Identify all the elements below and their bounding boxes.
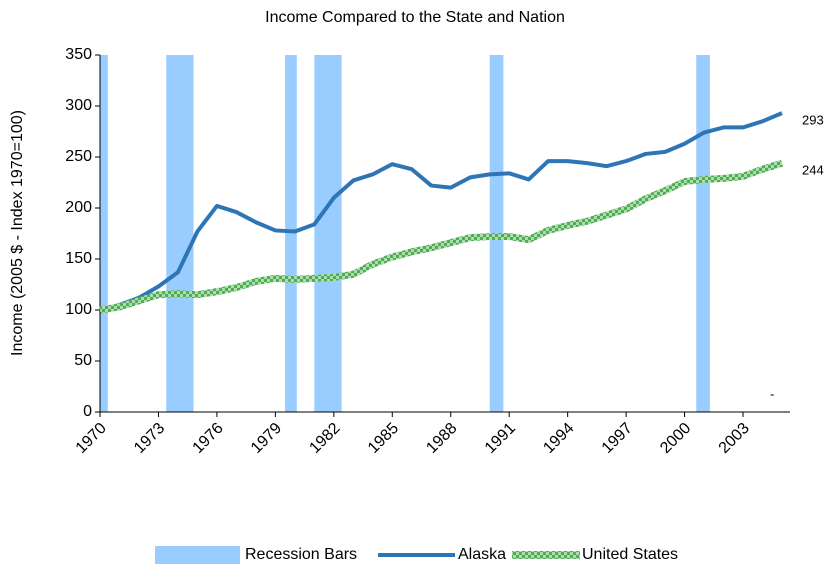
y-tick-label: 350 (65, 46, 92, 63)
y-tick-label: 150 (65, 250, 92, 267)
recession-bar (696, 55, 710, 412)
y-tick-label: 100 (65, 301, 92, 318)
x-tick-label: 1997 (599, 420, 636, 457)
chart-title: Income Compared to the State and Nation (265, 9, 565, 26)
line-series (99, 159, 784, 314)
recession-bar (166, 55, 194, 412)
x-tick-label: 1991 (482, 420, 519, 457)
x-tick-label: 1970 (73, 420, 110, 457)
legend-swatch (512, 551, 580, 559)
x-tick-label: 1979 (248, 420, 285, 457)
y-tick-label: 50 (74, 352, 92, 369)
end-label: 293 (802, 113, 824, 128)
x-tick-label: 2003 (716, 420, 753, 457)
y-axis-label: Income (2005 $ - Index 1970=100) (9, 110, 26, 356)
x-tick-label: 1982 (306, 420, 343, 457)
legend-label: Alaska (458, 546, 506, 563)
recession-bar (285, 55, 297, 412)
y-tick-label: 300 (65, 97, 92, 114)
x-tick-label: 1976 (190, 420, 227, 457)
y-tick-label: 250 (65, 148, 92, 165)
x-tick-label: 1994 (540, 420, 577, 457)
legend-label: Recession Bars (245, 546, 357, 563)
recession-bar (100, 55, 108, 412)
x-tick-label: 1988 (423, 420, 460, 457)
x-tick-label: 1973 (131, 420, 168, 457)
line-series (99, 111, 783, 312)
legend-label: United States (582, 546, 678, 563)
end-label: 244 (802, 163, 824, 178)
x-tick-label: 1985 (365, 420, 402, 457)
y-tick-label: 200 (65, 199, 92, 216)
annotation: - (770, 386, 774, 401)
y-tick-label: 0 (83, 403, 92, 420)
x-tick-label: 2000 (657, 420, 694, 457)
recession-bar (314, 55, 342, 412)
legend-swatch (155, 546, 240, 564)
